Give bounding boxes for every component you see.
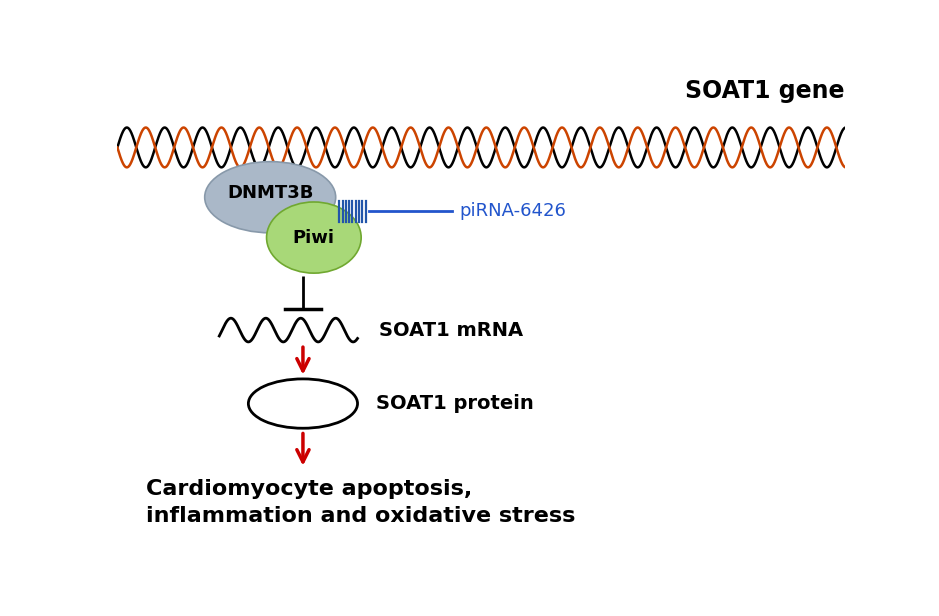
Text: Piwi: Piwi — [293, 229, 335, 246]
Ellipse shape — [205, 161, 336, 233]
Text: piRNA-6426: piRNA-6426 — [459, 203, 566, 221]
Text: SOAT1 protein: SOAT1 protein — [376, 394, 533, 413]
Text: inflammation and oxidative stress: inflammation and oxidative stress — [146, 506, 576, 526]
Text: SOAT1 mRNA: SOAT1 mRNA — [379, 320, 523, 339]
Text: SOAT1 gene: SOAT1 gene — [685, 78, 844, 102]
Ellipse shape — [249, 379, 358, 428]
Text: DNMT3B: DNMT3B — [227, 184, 314, 203]
Text: Cardiomyocyte apoptosis,: Cardiomyocyte apoptosis, — [146, 479, 472, 499]
Ellipse shape — [267, 202, 362, 273]
